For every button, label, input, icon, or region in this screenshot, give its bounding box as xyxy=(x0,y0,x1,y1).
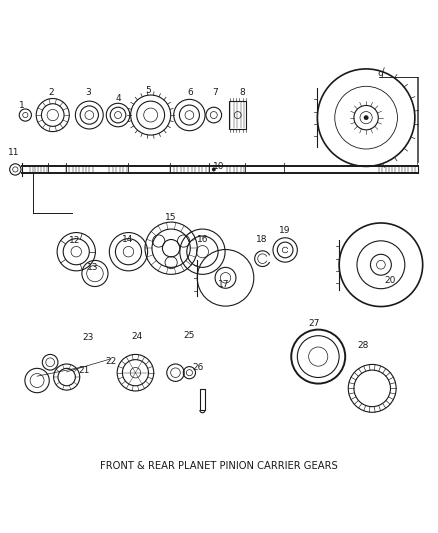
Text: 16: 16 xyxy=(197,235,208,244)
Text: 19: 19 xyxy=(279,227,291,235)
Text: 11: 11 xyxy=(8,148,19,157)
Text: 3: 3 xyxy=(85,88,91,97)
Text: 25: 25 xyxy=(184,331,195,340)
Text: 7: 7 xyxy=(212,88,219,97)
Text: 27: 27 xyxy=(308,319,320,328)
Text: 28: 28 xyxy=(358,341,369,350)
Text: 10: 10 xyxy=(213,162,225,171)
Text: 4: 4 xyxy=(115,94,121,103)
Text: 20: 20 xyxy=(384,276,395,285)
Bar xyxy=(229,101,247,129)
Text: 12: 12 xyxy=(69,236,80,245)
Text: 5: 5 xyxy=(145,86,152,95)
Text: FRONT & REAR PLANET PINION CARRIER GEARS: FRONT & REAR PLANET PINION CARRIER GEARS xyxy=(100,461,338,471)
Text: 6: 6 xyxy=(188,88,194,97)
Text: 13: 13 xyxy=(87,263,99,272)
Text: 8: 8 xyxy=(239,88,245,97)
Text: 2: 2 xyxy=(49,88,54,97)
Text: 18: 18 xyxy=(256,235,268,244)
Circle shape xyxy=(364,116,368,120)
Text: 17: 17 xyxy=(218,280,229,289)
Text: 22: 22 xyxy=(106,357,117,366)
Text: 15: 15 xyxy=(165,213,176,222)
Text: 9: 9 xyxy=(377,70,383,79)
Text: 1: 1 xyxy=(19,101,25,110)
Circle shape xyxy=(212,168,215,171)
Text: 23: 23 xyxy=(82,333,93,342)
Text: 24: 24 xyxy=(131,332,143,341)
Text: 21: 21 xyxy=(78,366,90,375)
Text: 14: 14 xyxy=(122,235,133,244)
Text: 26: 26 xyxy=(192,363,204,372)
Bar xyxy=(200,389,205,410)
